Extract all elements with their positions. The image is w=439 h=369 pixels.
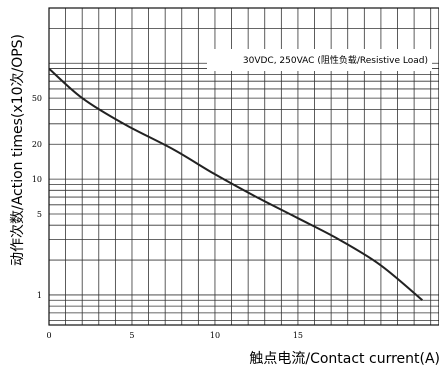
y-tick-label: 10: [32, 175, 42, 184]
x-tick-label: 15: [293, 331, 303, 340]
y-tick-label: 5: [37, 210, 42, 219]
series-layer: [48, 67, 424, 301]
x-tick-label: 5: [129, 331, 134, 340]
y-tick-label: 1: [37, 291, 42, 300]
x-axis-title: 触点电流/Contact current(A): [249, 351, 439, 367]
annotation-box: [207, 49, 432, 71]
y-tick-labels: 1 5 10 20 50: [32, 94, 42, 300]
series-line: [48, 67, 424, 301]
x-tick-labels: 0 5 10 15: [46, 331, 303, 340]
x-tick-label: 0: [46, 331, 51, 340]
plot-frame: [48, 7, 439, 326]
x-tick-label: 10: [210, 331, 220, 340]
y-tick-label: 50: [32, 94, 42, 103]
y-tick-label: 20: [32, 140, 42, 149]
y-axis-title: 动作次数/Action times(x10次/OPS): [10, 34, 26, 266]
load-annotation: 30VDC, 250VAC (阻性负载/Resistive Load): [243, 54, 428, 66]
